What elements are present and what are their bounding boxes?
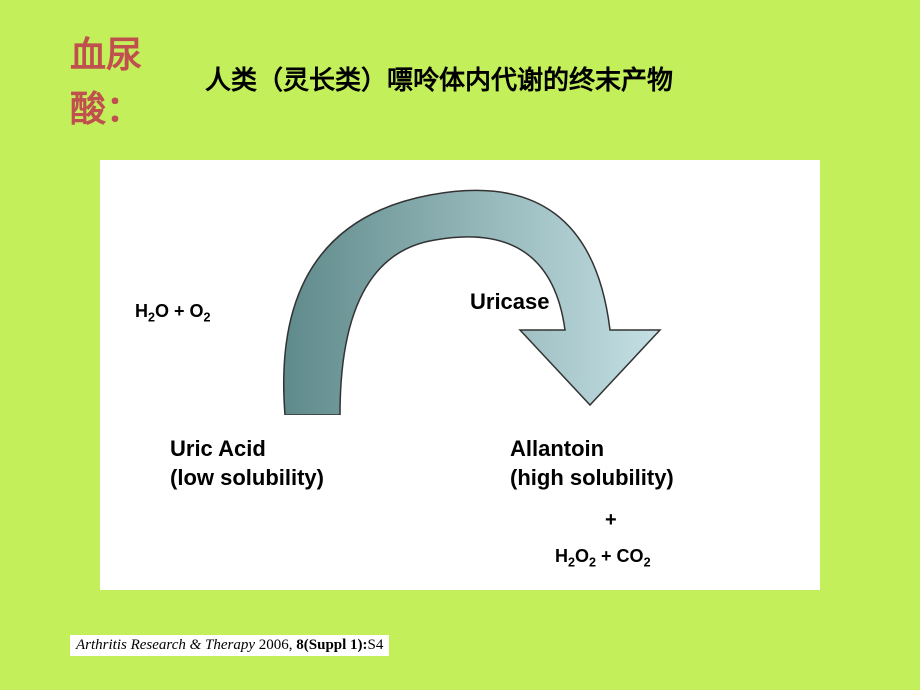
allantoin-label: Allantoin (high solubility) [510,435,674,492]
reaction-arrow [230,155,690,415]
citation-year: 2006 [259,637,289,653]
products-h2o2-co2: H2O2 + CO2 [555,545,651,571]
uricase-label: Uricase [470,288,550,317]
allantoin-line1: Allantoin [510,435,674,464]
uric-acid-line1: Uric Acid [170,435,324,464]
citation-journal: Arthritis Research & Therapy [76,637,255,653]
reactant-h2o-o2: H2O + O2 [135,300,211,326]
citation-volume: 8(Suppl 1): [296,637,367,653]
allantoin-line2: (high solubility) [510,464,674,493]
plus-sign: + [605,507,617,533]
citation-page: S4 [368,637,384,653]
uric-acid-line2: (low solubility) [170,464,324,493]
citation: Arthritis Research & Therapy 2006, 8(Sup… [70,635,389,656]
slide-subtitle: 人类（灵长类）嘌呤体内代谢的终末产物 [205,58,845,102]
slide-title: 血尿酸： [70,28,200,136]
uric-acid-label: Uric Acid (low solubility) [170,435,324,492]
